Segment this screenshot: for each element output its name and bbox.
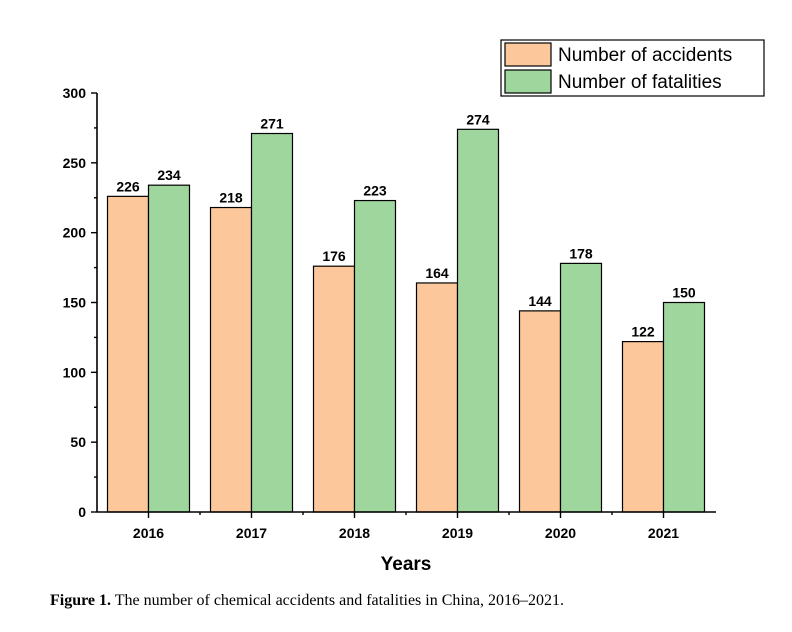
legend-swatch-fatalities — [504, 69, 552, 94]
y-tick-label: 250 — [63, 155, 87, 171]
data-label-accidents: 122 — [631, 324, 655, 340]
data-label-fatalities: 150 — [672, 285, 696, 301]
y-tick-label: 50 — [70, 434, 86, 450]
data-label-accidents: 218 — [219, 190, 243, 206]
y-tick-label: 0 — [78, 504, 86, 520]
bar-fatalities — [147, 184, 191, 513]
x-tick-label: 2021 — [648, 525, 679, 541]
x-ticks-group: 2016 2017 2018 2019 2020 2021 — [133, 512, 679, 541]
x-tick-label: 2018 — [339, 525, 370, 541]
bar-fatalities — [456, 128, 500, 513]
x-tick-label: 2017 — [236, 525, 267, 541]
bars-group — [106, 128, 706, 513]
bar-accidents — [621, 341, 665, 513]
x-tick-label: 2019 — [442, 525, 473, 541]
bar-accidents — [415, 282, 459, 513]
y-tick-label: 150 — [63, 295, 87, 311]
x-tick-label: 2020 — [545, 525, 576, 541]
data-label-fatalities: 234 — [157, 167, 181, 183]
bar-accidents — [209, 206, 253, 513]
bar-chart: 226 234 218 271 176 223 164 274 144 178 122 150 0 50… — [63, 39, 765, 575]
y-tick-label: 200 — [63, 225, 87, 241]
data-label-accidents: 144 — [528, 293, 552, 309]
bar-accidents — [518, 310, 562, 513]
data-label-accidents: 164 — [425, 265, 449, 281]
legend-label-fatalities: Number of fatalities — [558, 72, 722, 93]
legend: Number of accidents Number of fatalities — [500, 39, 765, 97]
figure-caption: Figure 1. The number of chemical acciden… — [50, 592, 770, 610]
figure-label: Figure 1. — [50, 592, 112, 609]
data-label-accidents: 226 — [116, 178, 140, 194]
data-label-fatalities: 178 — [569, 245, 593, 261]
data-label-fatalities: 274 — [466, 111, 490, 127]
bar-fatalities — [559, 262, 603, 513]
y-tick-label: 300 — [63, 85, 87, 101]
data-label-fatalities: 271 — [260, 116, 284, 132]
y-tick-label: 100 — [63, 364, 87, 380]
bar-fatalities — [353, 199, 397, 513]
data-labels-group: 226 234 218 271 176 223 164 274 144 178 122 150 — [116, 111, 696, 339]
figure-caption-text: The number of chemical accidents and fat… — [114, 592, 564, 609]
y-ticks-group: 0 50 100 150 200 250 300 — [63, 85, 97, 520]
legend-swatch-accidents — [504, 42, 552, 67]
x-axis-title: Years — [381, 554, 432, 575]
data-label-accidents: 176 — [322, 248, 346, 264]
bar-accidents — [312, 265, 356, 513]
bar-fatalities — [662, 301, 706, 513]
x-tick-label: 2016 — [133, 525, 164, 541]
bar-accidents — [106, 195, 150, 513]
bar-fatalities — [250, 132, 294, 513]
legend-label-accidents: Number of accidents — [558, 45, 732, 66]
data-label-fatalities: 223 — [363, 183, 387, 199]
